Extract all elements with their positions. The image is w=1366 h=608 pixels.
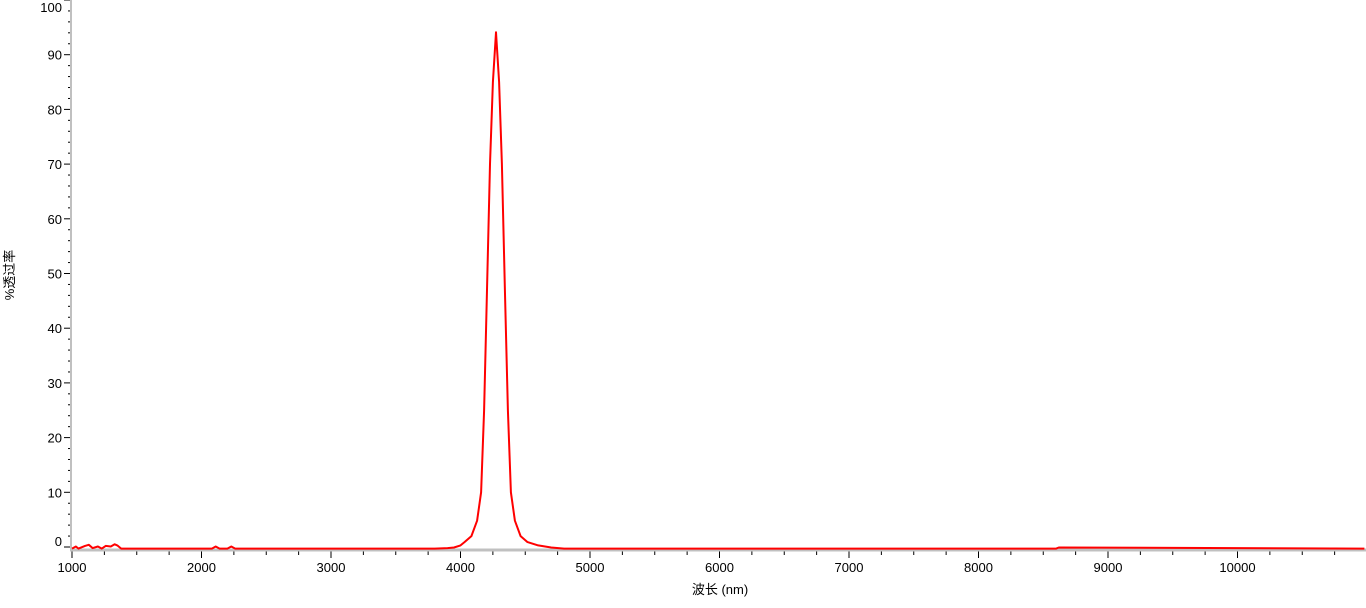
y-tick-label: 100 [40,0,62,15]
y-axis-label: %透过率 [2,250,17,301]
y-axis-ticks: 0 10 20 30 40 50 60 70 80 90 100 [40,0,71,549]
y-tick-label: 50 [48,267,62,282]
x-tick-label: 10000 [1219,560,1255,575]
x-tick-label: 9000 [1094,560,1123,575]
x-axis-ticks: 1000 2000 3000 4000 5000 6000 7000 8000 9000 1000… [58,551,1336,575]
y-tick-label: 70 [48,157,62,172]
y-tick-label: 10 [48,485,62,500]
y-tick-label: 60 [48,212,62,227]
x-tick-label: 6000 [705,560,734,575]
series-line-0 [71,31,1365,550]
y-tick-label: 20 [48,431,62,446]
x-tick-label: 5000 [576,560,605,575]
x-axis-label: 波长 (nm) [692,582,748,597]
x-tick-label: 4000 [446,560,475,575]
y-tick-label: 30 [48,376,62,391]
y-tick-label: 0 [55,534,62,549]
series-group [71,31,1365,550]
y-tick-label: 80 [48,102,62,117]
x-tick-label: 3000 [317,560,346,575]
y-tick-label: 40 [48,321,62,336]
x-tick-label: 7000 [835,560,864,575]
y-tick-label: 90 [48,48,62,63]
x-tick-label: 2000 [187,560,216,575]
x-tick-label: 8000 [964,560,993,575]
x-tick-label: 1000 [58,560,87,575]
